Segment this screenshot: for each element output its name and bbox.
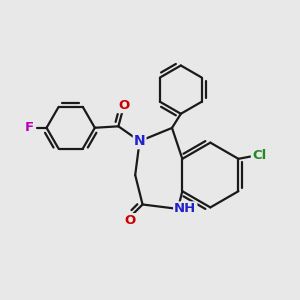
Text: N: N [134, 134, 146, 148]
Text: NH: NH [174, 202, 197, 215]
Text: O: O [118, 99, 129, 112]
Text: O: O [124, 214, 136, 227]
Text: F: F [25, 121, 34, 134]
Text: Cl: Cl [252, 149, 266, 162]
